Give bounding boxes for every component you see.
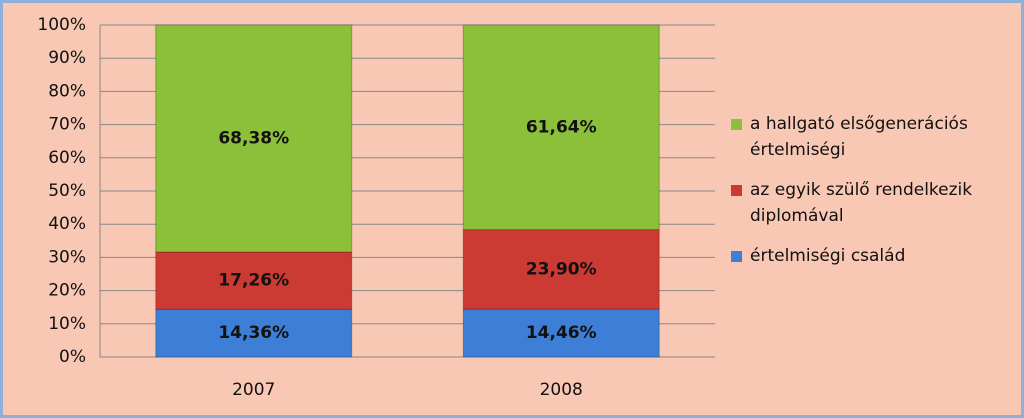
- y-tick-label: 50%: [48, 181, 86, 201]
- value-label: 14,36%: [218, 323, 289, 343]
- legend-item: értelmiségi család: [731, 243, 1011, 269]
- y-tick-label: 0%: [59, 347, 86, 367]
- legend-item: a hallgató elsőgenerációs értelmiségi: [731, 111, 1011, 163]
- legend-swatch: [731, 251, 742, 262]
- bar-segment: [462, 308, 660, 358]
- bar-segment: [155, 308, 353, 358]
- value-label: 23,90%: [526, 259, 597, 279]
- value-label: 68,38%: [218, 129, 289, 149]
- legend-swatch: [731, 185, 742, 196]
- x-tick-label: 2008: [540, 380, 583, 400]
- legend-swatch: [731, 119, 742, 130]
- y-tick-label: 10%: [48, 314, 86, 334]
- x-tick-label: 2007: [232, 380, 275, 400]
- value-label: 61,64%: [526, 117, 597, 137]
- y-tick-label: 30%: [48, 247, 86, 267]
- y-tick-label: 70%: [48, 115, 86, 135]
- y-tick-label: 60%: [48, 148, 86, 168]
- y-tick-label: 100%: [37, 15, 86, 35]
- bar-segment: [155, 251, 353, 310]
- y-tick-label: 20%: [48, 281, 86, 301]
- y-tick-label: 80%: [48, 81, 86, 101]
- y-tick-label: 40%: [48, 214, 86, 234]
- legend-label: értelmiségi család: [750, 246, 906, 266]
- bar-segment: [155, 24, 353, 253]
- bar-segment: [462, 229, 660, 310]
- legend: a hallgató elsőgenerációs értelmiségi az …: [731, 111, 1011, 283]
- legend-item: az egyik szülő rendelkezik diplomával: [731, 177, 1011, 229]
- value-label: 17,26%: [218, 271, 289, 291]
- legend-label: a hallgató elsőgenerációs értelmiségi: [750, 114, 968, 160]
- value-label: 14,46%: [526, 323, 597, 343]
- y-tick-label: 90%: [48, 48, 86, 68]
- plot: 0% 10% 20% 30% 40% 50% 60% 70% 80% 90% 100% 2007 14,…: [37, 15, 715, 400]
- bar-segment: [462, 24, 660, 231]
- legend-label: az egyik szülő rendelkezik diplomával: [750, 180, 973, 226]
